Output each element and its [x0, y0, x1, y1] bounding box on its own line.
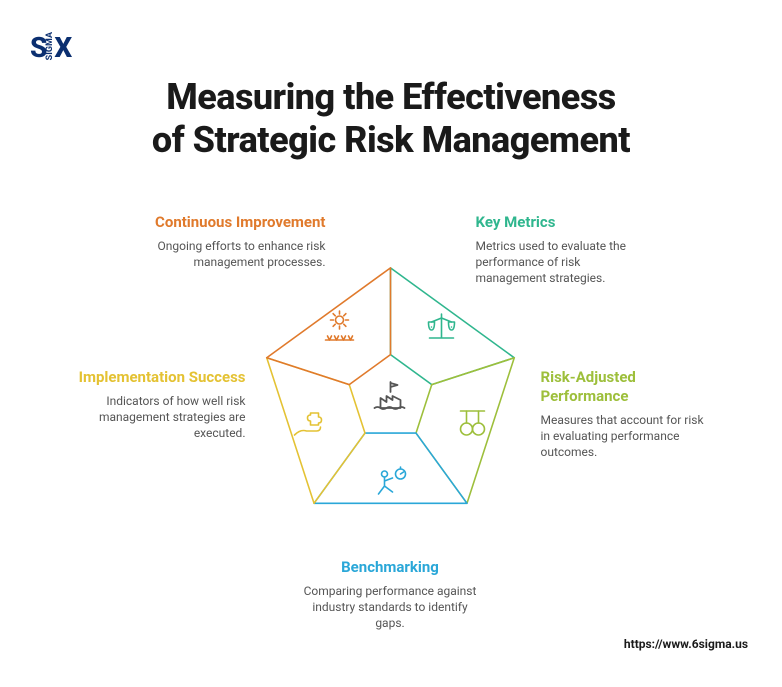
segment-description: Measures that account for risk in evalua…: [541, 412, 716, 461]
segment-label-key_metrics: Key Metrics Metrics used to evaluate the …: [476, 213, 651, 286]
pentagon-diagram: Continuous ImprovementOngoing efforts to…: [391, 398, 392, 399]
page-title: Measuring the Effectiveness of Strategic…: [0, 76, 782, 162]
segment-description: Comparing performance against industry s…: [303, 583, 478, 632]
logo-letter-s: S: [30, 35, 46, 60]
segment-heading: Key Metrics: [476, 213, 651, 232]
segment-description: Ongoing efforts to enhance risk manageme…: [151, 238, 326, 270]
segment-heading: Implementation Success: [71, 368, 246, 387]
title-line-2: of Strategic Risk Management: [0, 119, 782, 162]
hand-puzzle-icon: [289, 405, 329, 445]
segment-heading: Continuous Improvement: [151, 213, 326, 232]
sun-growth-icon: [320, 308, 360, 348]
segment-label-continuous_improvement: Continuous Improvement Ongoing efforts to…: [151, 213, 326, 270]
segment-label-risk_adjusted: Risk-Adjusted Performance Measures that a…: [541, 368, 716, 460]
source-url: https://www.6sigma.us: [624, 637, 748, 651]
title-line-1: Measuring the Effectiveness: [0, 76, 782, 119]
flag-factory-icon: [363, 370, 419, 426]
gymnastic-rings-icon: [452, 405, 492, 445]
segment-label-benchmarking: Benchmarking Comparing performance agains…: [303, 558, 478, 631]
scale-money-icon: [421, 308, 461, 348]
segment-heading: Benchmarking: [303, 558, 478, 577]
segment-label-implementation: Implementation Success Indicators of how …: [71, 368, 246, 441]
segment-description: Indicators of how well risk management s…: [71, 393, 246, 442]
runner-timer-icon: [371, 464, 411, 504]
logo-letter-x: X: [54, 35, 71, 60]
segment-heading: Risk-Adjusted Performance: [541, 368, 716, 406]
segment-description: Metrics used to evaluate the performance…: [476, 238, 651, 287]
brand-logo: S SIGMA X: [30, 30, 71, 60]
logo-sigma-text: SIGMA: [46, 30, 55, 60]
